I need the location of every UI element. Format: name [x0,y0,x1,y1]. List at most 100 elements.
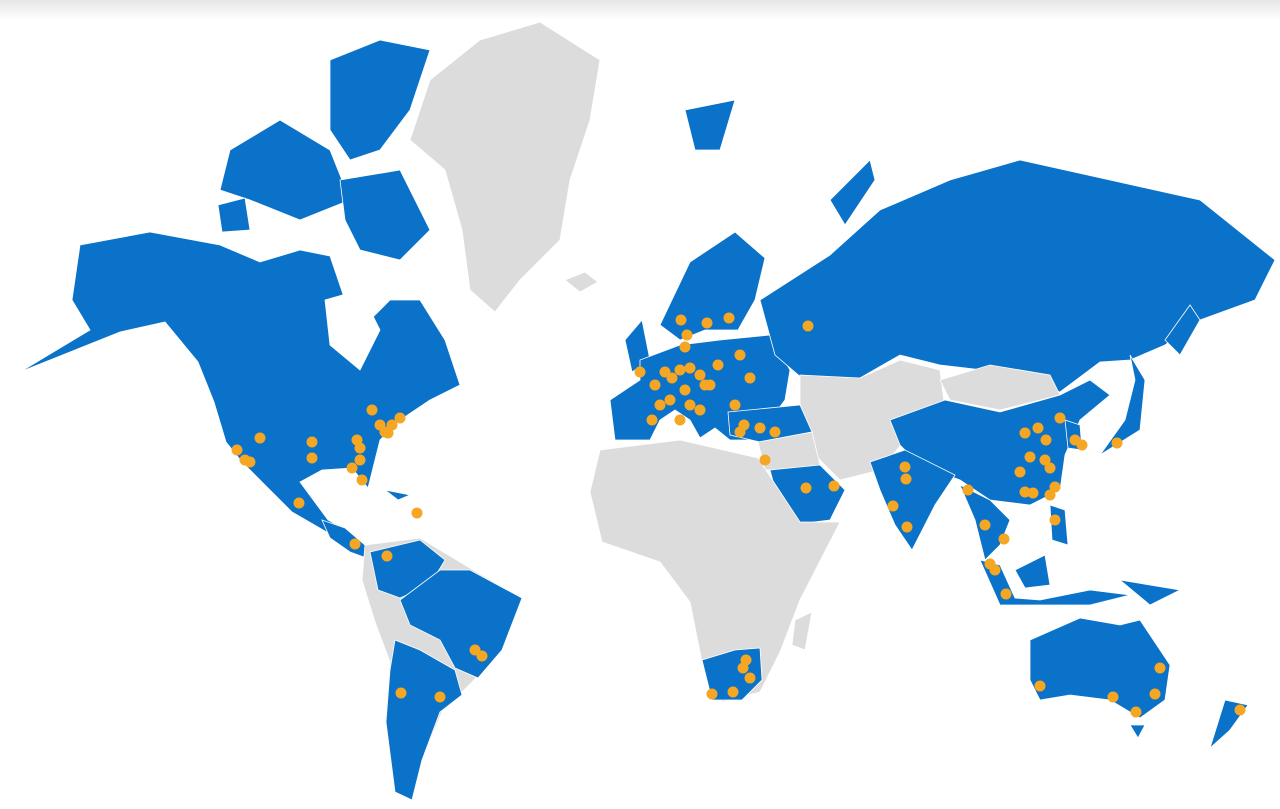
location-dot [356,474,368,486]
location-dot [684,362,696,374]
location-dot [411,507,423,519]
tasmania [1129,724,1146,739]
location-dot [694,404,706,416]
location-dot [1049,514,1061,526]
location-dot [1040,434,1052,446]
location-dot [1054,412,1066,424]
location-dot [901,521,913,533]
location-dot [989,564,1001,576]
location-dot [712,359,724,371]
location-dot [744,372,756,384]
location-dot [887,500,899,512]
location-dot [382,427,394,439]
arctic-islands [217,197,251,233]
location-dot [634,366,646,378]
location-dot [1024,451,1036,463]
australia [1029,617,1171,719]
location-dot [962,484,974,496]
location-dot [729,399,741,411]
location-dot [646,414,658,426]
location-dot [1149,688,1161,700]
location-dot [828,480,840,492]
location-dot [899,461,911,473]
japan [1099,354,1146,456]
arctic-islands [329,39,431,161]
location-dot [1044,462,1056,474]
location-dot [674,414,686,426]
caribbean [384,489,412,501]
location-dot [1130,706,1142,718]
location-dot [1111,437,1123,449]
location-dot [734,426,746,438]
location-dot [1044,489,1056,501]
location-dot [759,454,771,466]
location-dot [681,329,693,341]
location-dot [744,672,756,684]
location-dot [666,372,678,384]
indonesia [979,559,1131,606]
location-dot [679,341,691,353]
location-dot [654,399,666,411]
land [19,21,1276,801]
location-dot [434,691,446,703]
location-dot [231,444,243,456]
new-guinea [1118,579,1182,606]
location-dot [293,497,305,509]
location-dot [1027,487,1039,499]
madagascar [791,611,813,651]
location-dot [723,312,735,324]
location-dot [802,320,814,332]
india [869,449,956,551]
location-dot [1039,454,1051,466]
location-dot [900,473,912,485]
africa [589,439,841,703]
location-dot [354,454,366,466]
north-america [19,231,461,535]
iceland [564,271,599,293]
location-dot [998,533,1010,545]
location-dot [395,687,407,699]
location-dot [244,456,256,468]
location-dot [366,404,378,416]
location-dot [1234,704,1246,716]
location-dot [769,426,781,438]
location-dot [354,442,366,454]
location-dot [1032,422,1044,434]
location-dot [701,317,713,329]
location-dot [381,550,393,562]
location-dot [1107,691,1119,703]
location-dot [734,349,746,361]
location-dot [694,369,706,381]
svalbard [684,99,736,151]
philippines [1049,504,1069,546]
location-dot [684,399,696,411]
southern-cone [385,639,463,801]
location-dot [674,364,686,376]
location-dot [1019,486,1031,498]
location-dot [1019,427,1031,439]
location-dot [306,436,318,448]
location-dot [754,422,766,434]
location-markers [231,312,1246,718]
indonesia [1014,554,1051,589]
location-dot [349,538,361,550]
sakhalin-kamchatka [1164,304,1201,356]
location-dot [979,519,991,531]
location-dot [664,394,676,406]
arctic-islands [339,169,431,261]
arctic-islands [219,119,351,221]
location-dot [1000,588,1012,600]
location-dot [394,412,406,424]
location-dot [737,662,749,674]
location-dot [1049,481,1061,493]
greenland [409,21,601,313]
location-dot [675,314,687,326]
location-dot [306,452,318,464]
brazil [399,569,523,679]
location-dot [800,482,812,494]
location-dot [346,462,358,474]
hudson-bay [324,289,381,371]
